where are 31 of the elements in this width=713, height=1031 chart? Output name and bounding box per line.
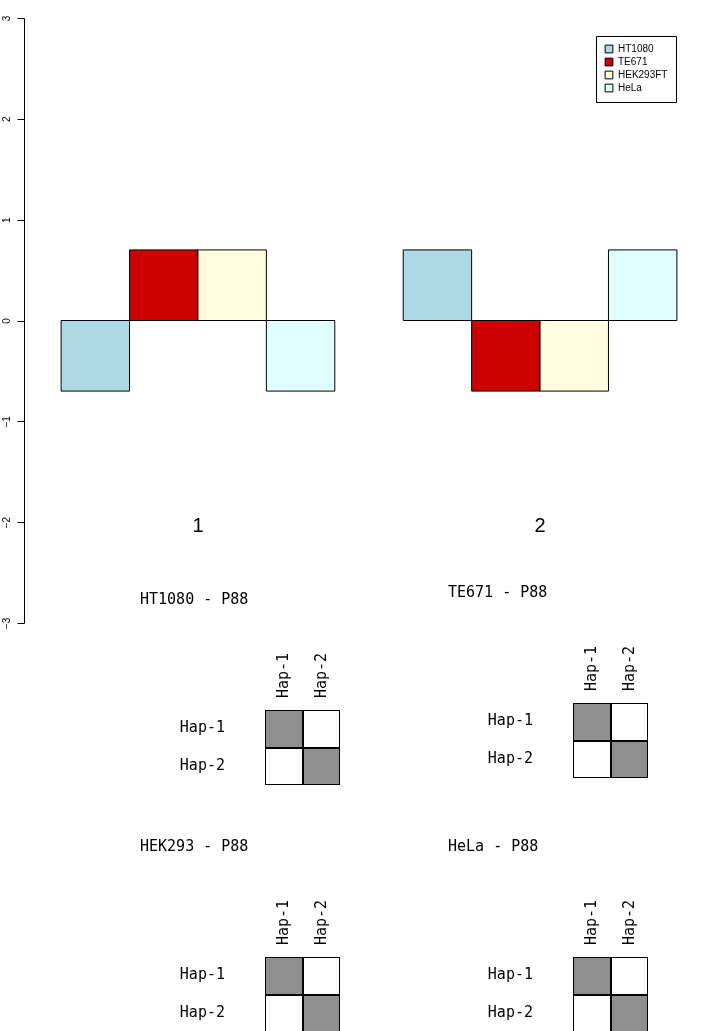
- y-tick-label: 1: [0, 216, 12, 223]
- text: TE671 - P88: [448, 583, 548, 601]
- text: HeLa - P88: [448, 837, 539, 855]
- y-tick-label: −1: [0, 415, 12, 428]
- category-label: Hap-1: [487, 711, 533, 729]
- category-label: Hap-1: [487, 965, 533, 983]
- legend-label: HT1080: [618, 43, 655, 54]
- category-label: Hap-1: [274, 899, 292, 945]
- text: HT1080 - P88: [140, 590, 249, 608]
- category-label: Hap-2: [487, 748, 533, 767]
- legend-label: TE671: [618, 56, 648, 67]
- category-label: Hap-1: [274, 652, 292, 698]
- category-label: Hap-2: [487, 1002, 533, 1021]
- category-label: Hap-1: [582, 645, 600, 691]
- category-label: Hap-2: [179, 1002, 225, 1021]
- y-tick-label: 2: [0, 116, 12, 123]
- legend-label: HEK293FT: [618, 69, 668, 80]
- category-label: Hap-1: [582, 899, 600, 945]
- category-label: Hap-2: [179, 755, 225, 774]
- y-tick-label: −2: [0, 516, 12, 529]
- category-label: Hap-1: [179, 965, 225, 983]
- text: HEK293 - P88: [140, 837, 249, 855]
- category-label: Hap-2: [619, 899, 638, 945]
- category-label: Hap-2: [311, 652, 330, 698]
- category-label: Hap-2: [311, 899, 330, 945]
- y-tick-label: 3: [0, 15, 12, 22]
- legend-label: HeLa: [618, 82, 643, 93]
- y-tick-label: 0: [0, 317, 12, 324]
- category-label: Hap-1: [179, 718, 225, 736]
- y-tick-label: −3: [0, 617, 12, 630]
- category-label: Hap-2: [619, 645, 638, 691]
